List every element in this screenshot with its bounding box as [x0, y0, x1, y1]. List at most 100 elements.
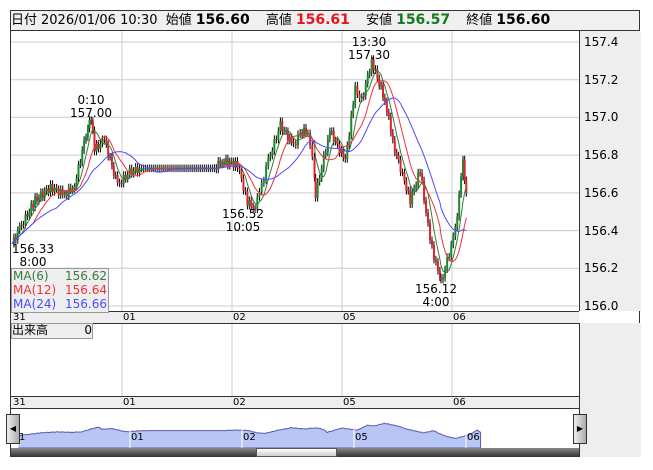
candle-body: [114, 175, 117, 177]
candle-body: [444, 269, 447, 278]
candle-body: [452, 236, 455, 245]
annotation-low-day2: 156.52 10:05: [222, 208, 264, 234]
day-label: 06: [453, 397, 466, 408]
arrow-right-icon: ▶: [576, 424, 584, 433]
annotation-time: 10:05: [225, 220, 261, 234]
y-tick-label: 156.0: [584, 299, 619, 313]
candle-body: [30, 203, 33, 213]
candle-body: [75, 178, 78, 187]
candle-body: [258, 191, 261, 197]
candle-body: [332, 131, 335, 142]
candle-body: [411, 191, 414, 205]
ma12-value: 156.64: [65, 283, 107, 297]
candle-body: [336, 140, 339, 145]
candle-body: [136, 166, 139, 173]
candle-body: [244, 190, 247, 192]
candle-body: [358, 94, 361, 99]
candle-body: [326, 138, 329, 153]
candle-body: [366, 74, 369, 84]
candle-body: [81, 150, 84, 163]
ma12-label: MA(12): [13, 283, 57, 297]
candle-body: [313, 156, 316, 178]
candle-body: [281, 121, 284, 131]
candle-body: [90, 120, 93, 122]
candle-body: [160, 168, 163, 170]
candle-body: [376, 69, 379, 79]
candle-body: [346, 145, 349, 159]
candle-body: [318, 178, 321, 182]
candle-body: [166, 168, 169, 170]
horizontal-scrollbar[interactable]: [11, 448, 579, 457]
candle-body: [409, 190, 412, 205]
candle-body: [448, 256, 451, 258]
candle-body: [95, 143, 98, 152]
candle-body: [389, 116, 392, 133]
volume-value: 0: [84, 323, 92, 337]
candle-body: [456, 216, 459, 228]
candle-body: [187, 168, 190, 170]
navigator-day-label: 01: [131, 432, 144, 443]
candle-body: [49, 184, 52, 193]
annotation-time: 8:00: [19, 255, 47, 269]
candle-body: [374, 69, 377, 71]
candle-body: [118, 182, 121, 184]
candle-body: [43, 190, 46, 198]
candle-body: [397, 155, 400, 160]
candle-body: [334, 140, 337, 142]
candle-body: [314, 177, 317, 198]
candle-body: [465, 180, 468, 193]
candle-body: [16, 230, 19, 240]
ma24-value: 156.66: [65, 297, 107, 311]
candle-body: [240, 170, 243, 179]
candle-body: [423, 180, 426, 201]
ma6-label: MA(6): [13, 269, 49, 283]
navigator-right-button[interactable]: ▶: [573, 414, 587, 444]
candle-body: [450, 244, 453, 257]
candle-body: [385, 101, 388, 113]
candle-body: [352, 104, 355, 115]
candle-body: [372, 59, 375, 71]
candle-body: [299, 132, 302, 135]
candle-body: [297, 134, 299, 146]
day-label: 02: [233, 397, 246, 408]
candle-body: [34, 196, 37, 208]
navigator-day-label: 05: [355, 432, 368, 443]
time-axis-volume: 31 01 02 05 06: [11, 396, 579, 409]
candle-body: [132, 170, 135, 174]
candle-body: [454, 227, 457, 237]
candle-body: [45, 188, 48, 191]
candle-body: [421, 172, 424, 181]
candle-body: [256, 196, 259, 210]
candle-body: [405, 180, 408, 191]
ma12-line: [11, 80, 467, 263]
candle-body: [250, 200, 253, 207]
candle-body: [242, 178, 245, 191]
candle-body: [134, 166, 137, 171]
candle-body: [378, 78, 381, 86]
candle-body: [380, 85, 383, 87]
scrollbar-thumb[interactable]: [256, 448, 337, 457]
candle-body: [51, 184, 54, 192]
annotation-price: 156.52: [222, 207, 264, 221]
candle-body: [340, 150, 343, 154]
navigator-day-label: 02: [243, 432, 256, 443]
candle-body: [387, 112, 390, 117]
candle-body: [39, 192, 42, 199]
candle-body: [309, 133, 312, 146]
candle-body: [356, 85, 359, 95]
candle-body: [105, 139, 108, 145]
candle-body: [77, 164, 80, 179]
candle-body: [260, 183, 263, 192]
candle-body: [116, 175, 119, 183]
candle-body: [162, 168, 165, 170]
navigator-left-button[interactable]: ◀: [6, 414, 20, 444]
day-label: 05: [343, 397, 356, 408]
ma-legend: MA(6) 156.62 MA(12) 156.64 MA(24) 156.66: [11, 268, 109, 313]
candle-body: [88, 120, 91, 129]
candle-body: [360, 96, 363, 99]
candle-body: [460, 176, 463, 195]
candle-body: [101, 139, 104, 144]
ma24-label: MA(24): [13, 297, 57, 311]
